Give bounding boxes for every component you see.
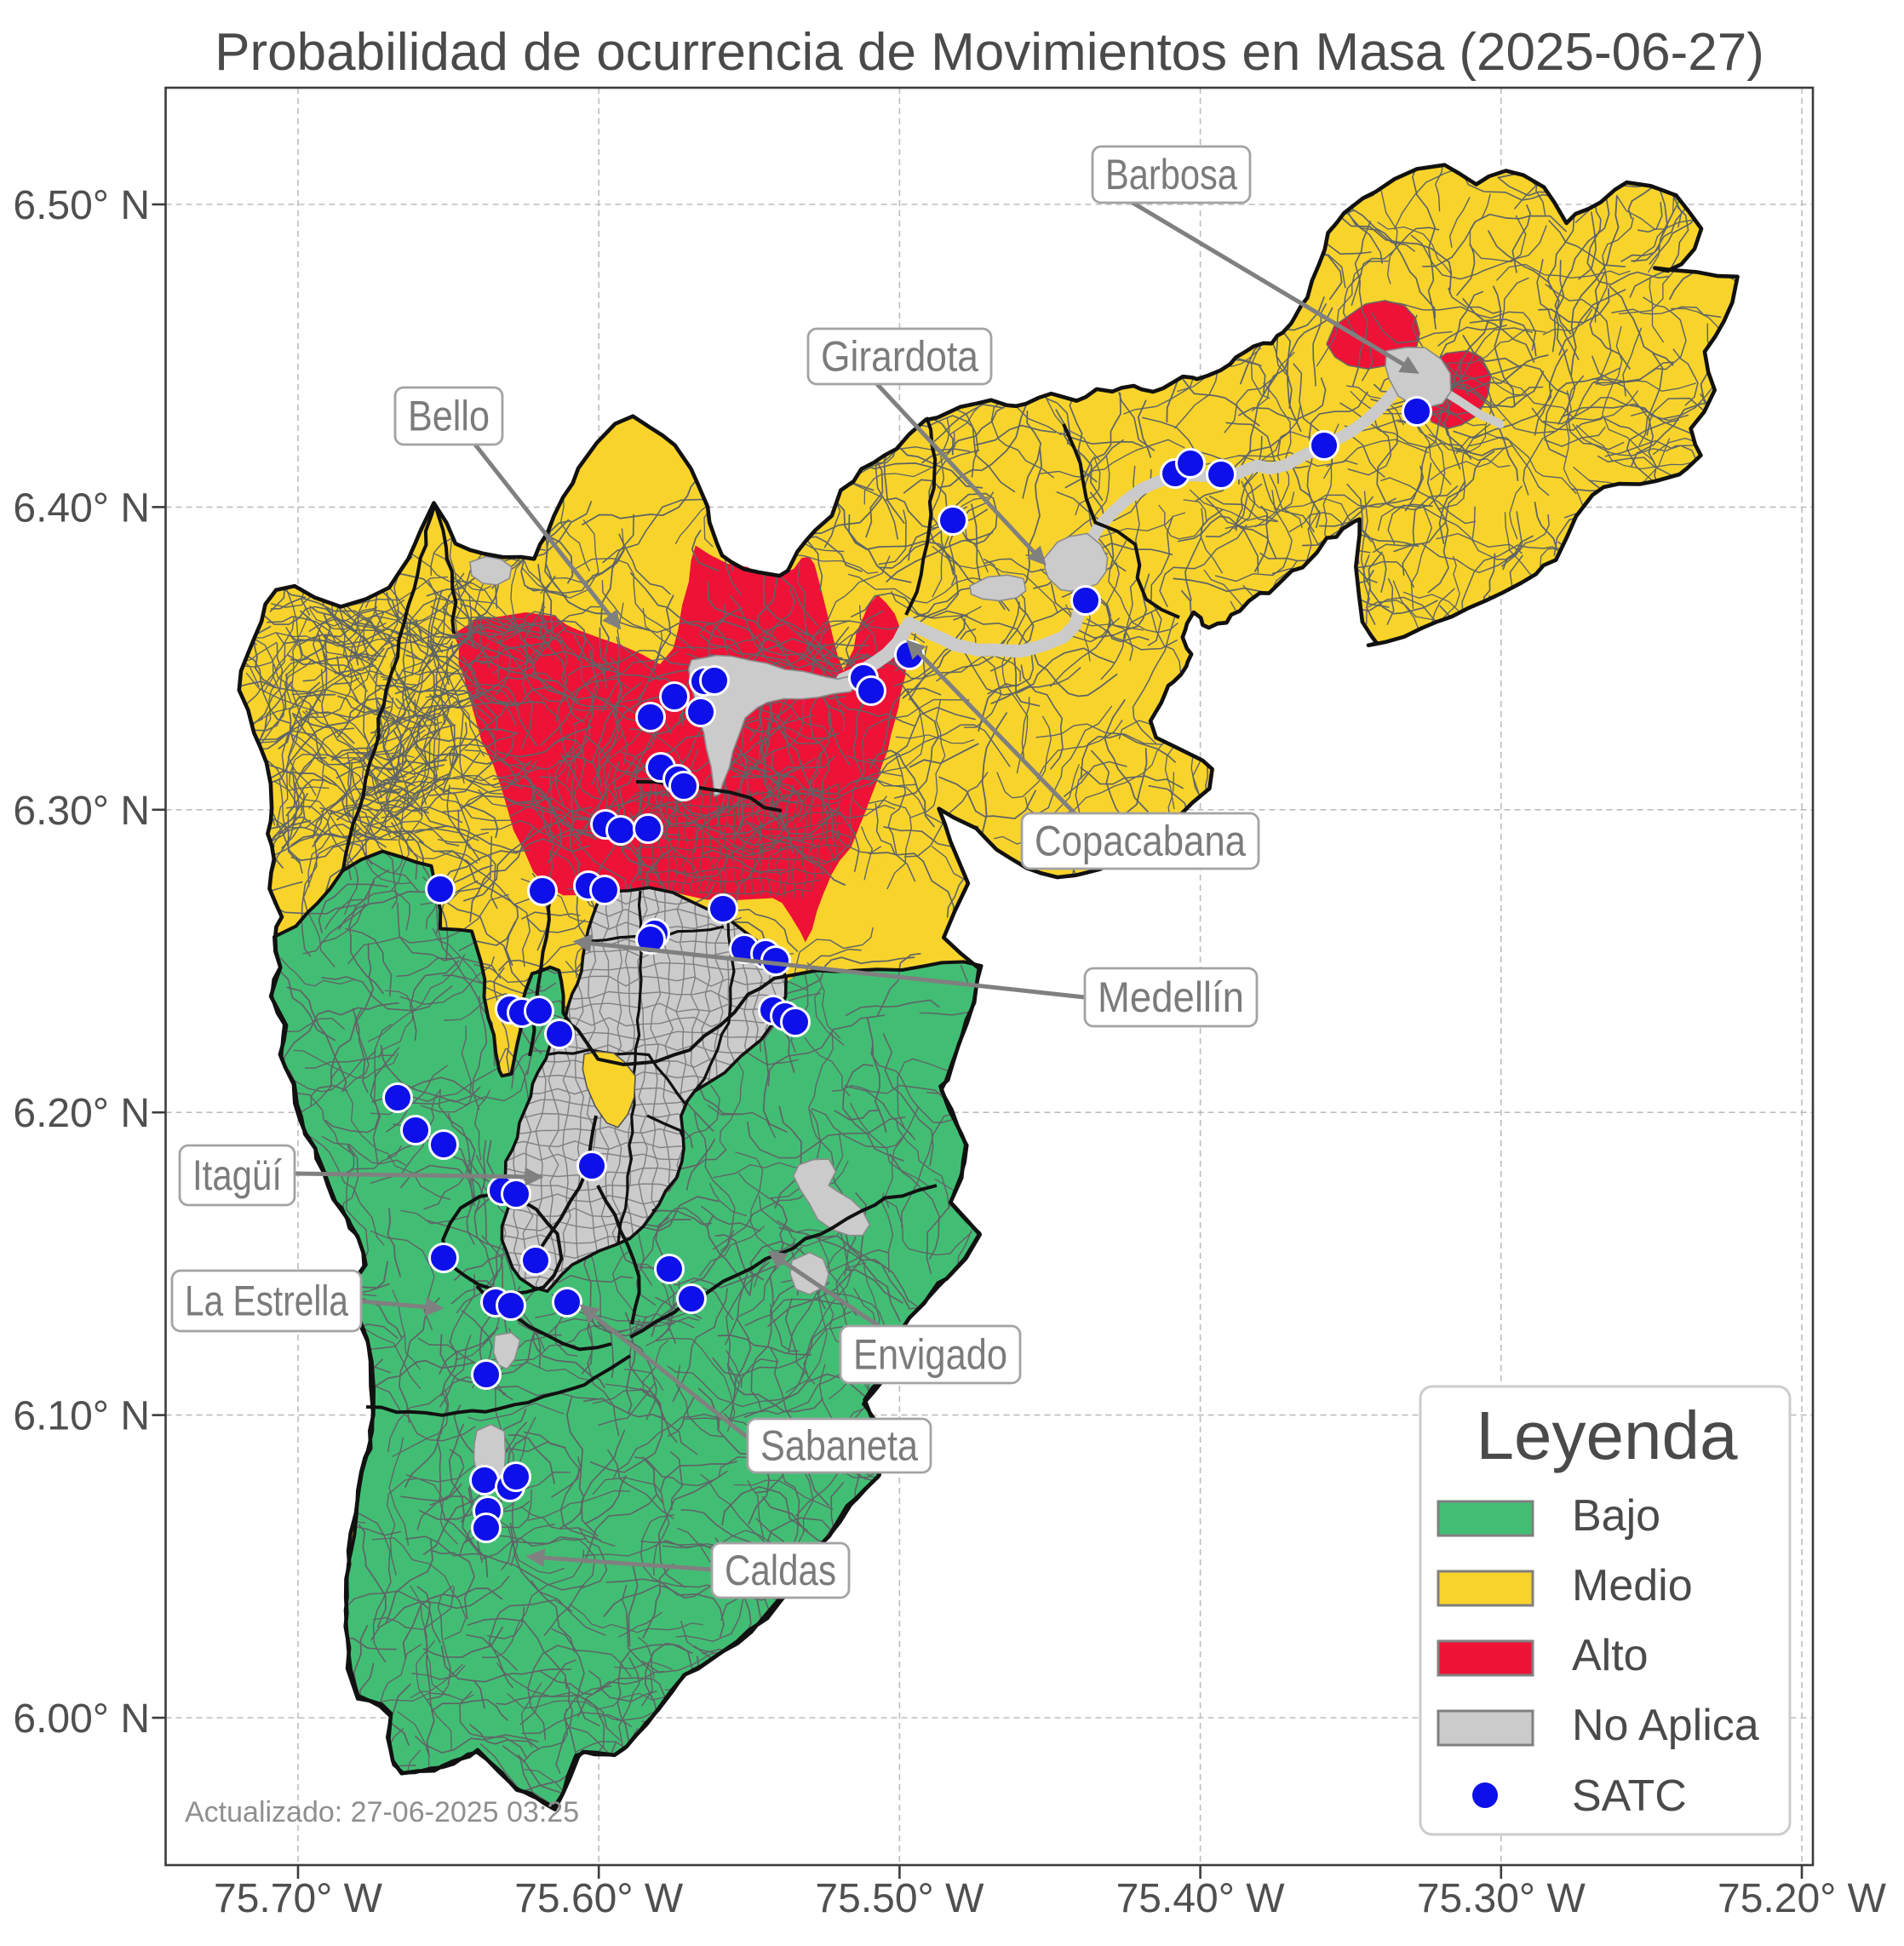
- svg-text:Copacabana: Copacabana: [1035, 818, 1246, 865]
- svg-text:75.20° W: 75.20° W: [1718, 1876, 1887, 1921]
- svg-text:SATC: SATC: [1572, 1771, 1687, 1821]
- svg-text:Barbosa: Barbosa: [1105, 151, 1237, 198]
- svg-text:Caldas: Caldas: [725, 1547, 836, 1594]
- svg-text:Envigado: Envigado: [853, 1331, 1007, 1379]
- svg-text:Actualizado: 27-06-2025 03:25: Actualizado: 27-06-2025 03:25: [185, 1796, 579, 1828]
- svg-text:Sabaneta: Sabaneta: [760, 1422, 918, 1470]
- svg-text:6.20° N: 6.20° N: [13, 1091, 150, 1136]
- svg-text:75.50° W: 75.50° W: [815, 1876, 984, 1921]
- svg-text:6.00° N: 6.00° N: [13, 1696, 150, 1742]
- svg-text:75.40° W: 75.40° W: [1116, 1876, 1286, 1921]
- svg-text:No Aplica: No Aplica: [1572, 1701, 1759, 1750]
- svg-text:Bajo: Bajo: [1572, 1491, 1660, 1541]
- svg-text:Leyenda: Leyenda: [1477, 1398, 1738, 1473]
- svg-text:6.40° N: 6.40° N: [13, 485, 150, 531]
- svg-text:Medio: Medio: [1572, 1561, 1693, 1610]
- svg-text:75.60° W: 75.60° W: [514, 1876, 684, 1921]
- svg-text:Alto: Alto: [1572, 1631, 1649, 1680]
- svg-text:La Estrella: La Estrella: [185, 1277, 348, 1325]
- svg-text:Probabilidad de ocurrencia de: Probabilidad de ocurrencia de Movimiento…: [215, 23, 1764, 82]
- svg-text:6.50° N: 6.50° N: [13, 183, 150, 228]
- svg-text:Girardota: Girardota: [821, 333, 978, 381]
- svg-text:Itagüí: Itagüí: [192, 1151, 282, 1199]
- svg-text:75.30° W: 75.30° W: [1417, 1876, 1586, 1921]
- svg-text:Bello: Bello: [408, 393, 490, 440]
- svg-text:Medellín: Medellín: [1098, 973, 1244, 1021]
- svg-text:6.10° N: 6.10° N: [13, 1394, 150, 1439]
- svg-text:6.30° N: 6.30° N: [13, 789, 150, 834]
- svg-text:75.70° W: 75.70° W: [214, 1876, 383, 1921]
